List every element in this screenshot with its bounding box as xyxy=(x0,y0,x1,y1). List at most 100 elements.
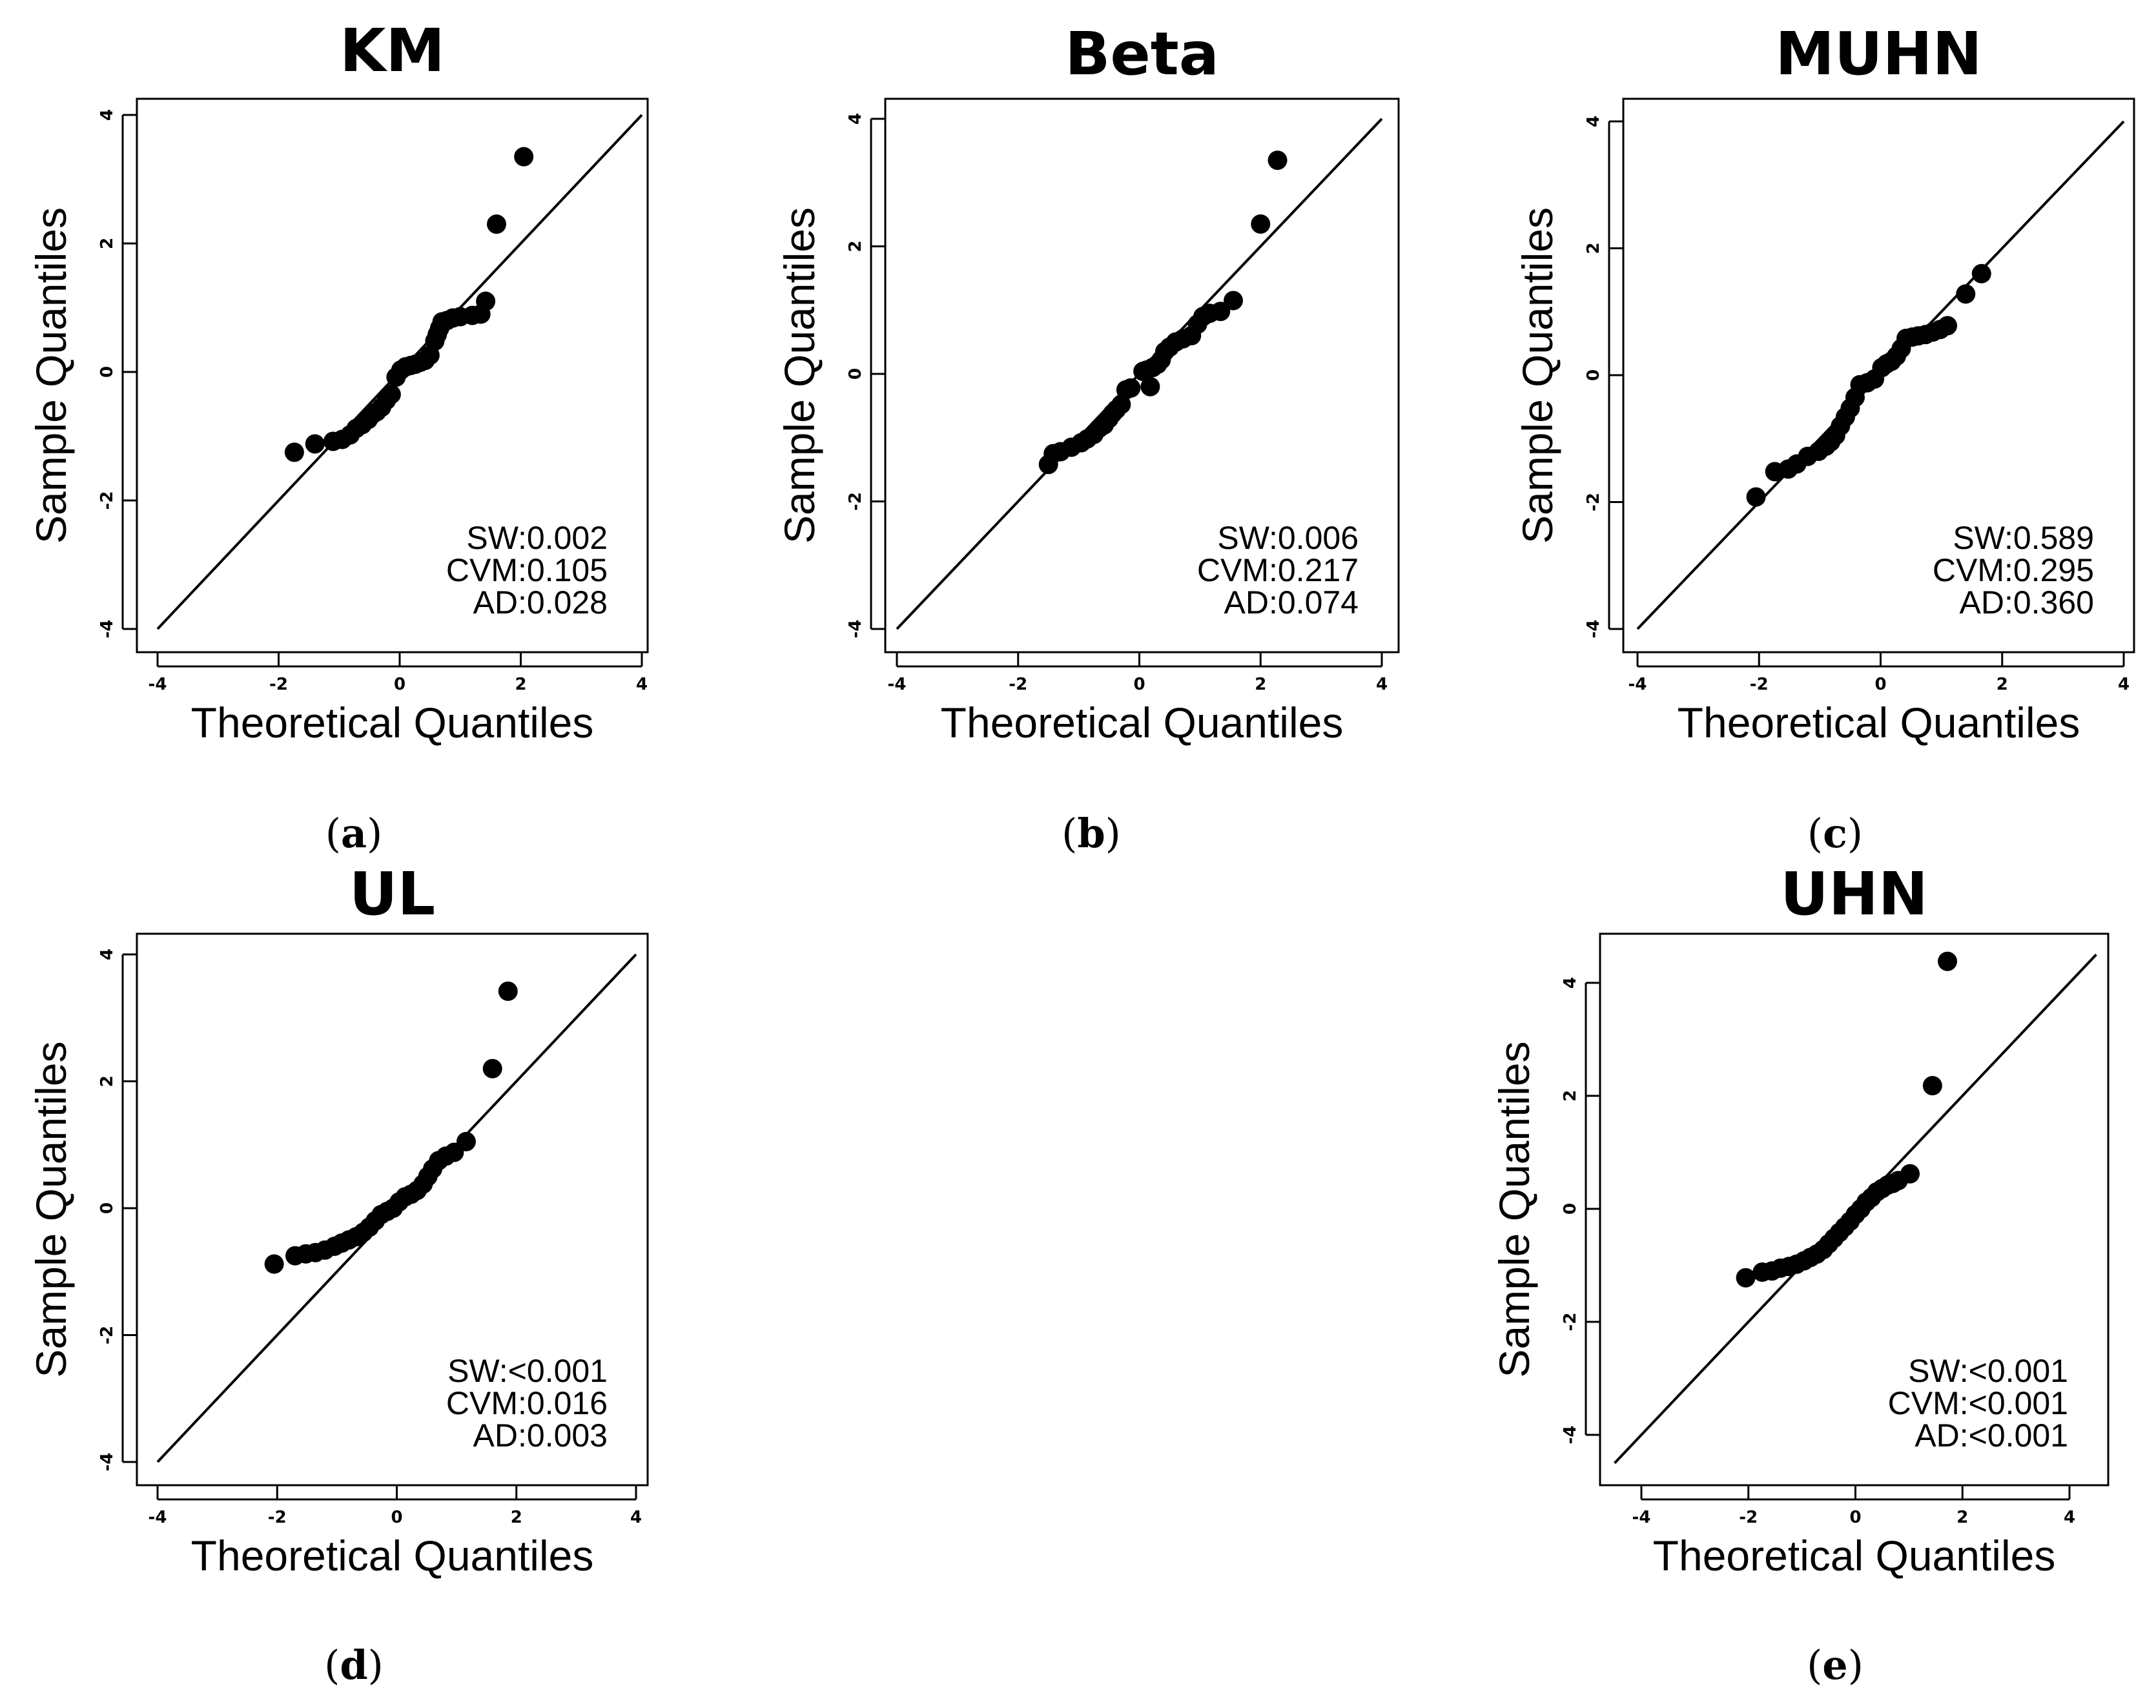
data-point xyxy=(1956,284,1976,304)
y-tick-label: 0 xyxy=(98,366,117,378)
stat-label: CVM:<0.001 xyxy=(1888,1385,2068,1421)
data-point xyxy=(305,434,325,454)
x-tick-label: 2 xyxy=(511,1508,522,1527)
data-point xyxy=(381,384,401,404)
data-point xyxy=(476,291,496,311)
x-tick-label: -4 xyxy=(888,675,907,694)
panel-a: KM -4 -2 0 2 4 -4 -2 0 2 4 Theoretical Quantiles Sam… xyxy=(27,16,649,857)
data-point xyxy=(498,981,518,1001)
panel-title: KM xyxy=(340,16,445,85)
x-tick-label: 4 xyxy=(630,1508,642,1527)
panel-title: MUHN xyxy=(1775,19,1982,88)
data-point xyxy=(1900,1164,1920,1184)
x-tick-label: -2 xyxy=(268,1508,287,1527)
data-point xyxy=(1746,487,1766,507)
y-tick-label: -4 xyxy=(98,620,117,639)
x-axis-label: Theoretical Quantiles xyxy=(191,699,594,746)
y-tick-label: 4 xyxy=(1584,116,1603,127)
x-tick-label: -4 xyxy=(1632,1508,1651,1527)
panel-caption: (d) xyxy=(324,1641,384,1689)
plot-frame xyxy=(884,98,1400,653)
panel-c: MUHN -4 -2 0 2 4 -4 -2 0 2 4 Theoretical Quantiles S… xyxy=(1514,19,2135,857)
y-axis-label: Sample Quantiles xyxy=(27,1042,75,1378)
y-tick-label: 2 xyxy=(98,1075,117,1087)
y-tick-label: 2 xyxy=(846,240,865,252)
data-point xyxy=(1736,1268,1756,1288)
stat-label: CVM:0.016 xyxy=(446,1385,608,1421)
data-point xyxy=(456,1131,476,1151)
data-point xyxy=(264,1254,284,1274)
stat-label: AD:<0.001 xyxy=(1915,1417,2068,1454)
y-tick-label: -4 xyxy=(846,620,865,639)
data-point xyxy=(487,214,506,234)
data-point xyxy=(1111,395,1131,415)
data-point xyxy=(1268,150,1288,170)
data-point xyxy=(1140,376,1160,396)
x-tick-label: 2 xyxy=(1255,675,1266,694)
stat-label: CVM:0.295 xyxy=(1933,552,2094,588)
x-tick-label: -2 xyxy=(1739,1508,1758,1527)
stat-label: SW:0.589 xyxy=(1953,520,2094,556)
y-tick-label: 0 xyxy=(1584,369,1603,381)
stat-label: SW:<0.001 xyxy=(1908,1353,2068,1389)
x-tick-label: 0 xyxy=(1849,1508,1861,1527)
x-tick-label: -4 xyxy=(149,675,167,694)
y-axis-label: Sample Quantiles xyxy=(27,207,75,544)
stat-label: SW:0.002 xyxy=(466,520,608,556)
panel-b: Beta -4 -2 0 2 4 -4 -2 0 2 4 Theoretical Quantiles S… xyxy=(775,19,1400,857)
panel-e: UHN -4 -2 0 2 4 -4 -2 0 2 4 Theoretical Quantiles Sa… xyxy=(1490,859,2110,1689)
plot-frame xyxy=(136,98,649,653)
stat-label: AD:0.074 xyxy=(1224,584,1359,621)
y-tick-label: 2 xyxy=(98,238,117,249)
stat-label: CVM:0.105 xyxy=(446,552,608,588)
data-point xyxy=(284,442,304,462)
x-tick-label: 0 xyxy=(394,675,406,694)
plot-frame xyxy=(136,932,649,1487)
x-axis-label: Theoretical Quantiles xyxy=(1653,1532,2056,1579)
y-tick-label: -2 xyxy=(98,491,117,510)
y-tick-label: 0 xyxy=(846,368,865,380)
y-tick-label: -2 xyxy=(1584,493,1603,511)
data-point xyxy=(1224,291,1244,311)
y-tick-label: 4 xyxy=(98,949,117,960)
y-tick-label: 0 xyxy=(1561,1203,1580,1215)
panel-caption: (e) xyxy=(1807,1641,1863,1689)
y-axis-label: Sample Quantiles xyxy=(1490,1042,1538,1378)
x-tick-label: 4 xyxy=(636,675,648,694)
y-tick-label: 0 xyxy=(98,1202,117,1214)
panel-title: UHN xyxy=(1780,859,1928,929)
y-tick-label: -2 xyxy=(98,1326,117,1344)
y-tick-label: -2 xyxy=(1561,1313,1580,1332)
x-axis-label: Theoretical Quantiles xyxy=(941,699,1344,746)
y-tick-label: 4 xyxy=(846,113,865,125)
x-tick-label: 0 xyxy=(1133,675,1145,694)
y-tick-label: -4 xyxy=(1584,620,1603,639)
x-tick-label: 4 xyxy=(1376,675,1388,694)
y-tick-label: -2 xyxy=(846,492,865,511)
panel-d: UL -4 -2 0 2 4 -4 -2 0 2 4 Theoretical Quantiles Sam… xyxy=(27,859,649,1689)
x-axis-label: Theoretical Quantiles xyxy=(1678,699,2080,746)
x-tick-label: 4 xyxy=(2118,675,2130,694)
x-tick-label: 2 xyxy=(1997,675,2008,694)
panel-title: UL xyxy=(349,859,435,929)
panel-title: Beta xyxy=(1065,19,1219,88)
x-tick-label: 0 xyxy=(391,1508,402,1527)
data-point xyxy=(1938,316,1958,336)
data-point xyxy=(482,1058,502,1078)
stat-label: AD:0.028 xyxy=(473,584,608,621)
panel-caption: (a) xyxy=(325,810,383,857)
y-tick-label: -4 xyxy=(1561,1426,1580,1445)
data-point xyxy=(1922,1076,1942,1096)
x-tick-label: 0 xyxy=(1874,675,1886,694)
data-point xyxy=(1938,951,1958,971)
stat-label: CVM:0.217 xyxy=(1197,552,1359,588)
x-tick-label: -2 xyxy=(1750,675,1769,694)
y-axis-label: Sample Quantiles xyxy=(775,207,823,544)
y-tick-label: 4 xyxy=(98,109,117,121)
y-tick-label: -4 xyxy=(98,1453,117,1472)
y-axis-label: Sample Quantiles xyxy=(1514,207,1561,544)
y-tick-label: 2 xyxy=(1561,1090,1580,1102)
x-tick-label: -2 xyxy=(269,675,288,694)
data-point xyxy=(514,147,534,167)
